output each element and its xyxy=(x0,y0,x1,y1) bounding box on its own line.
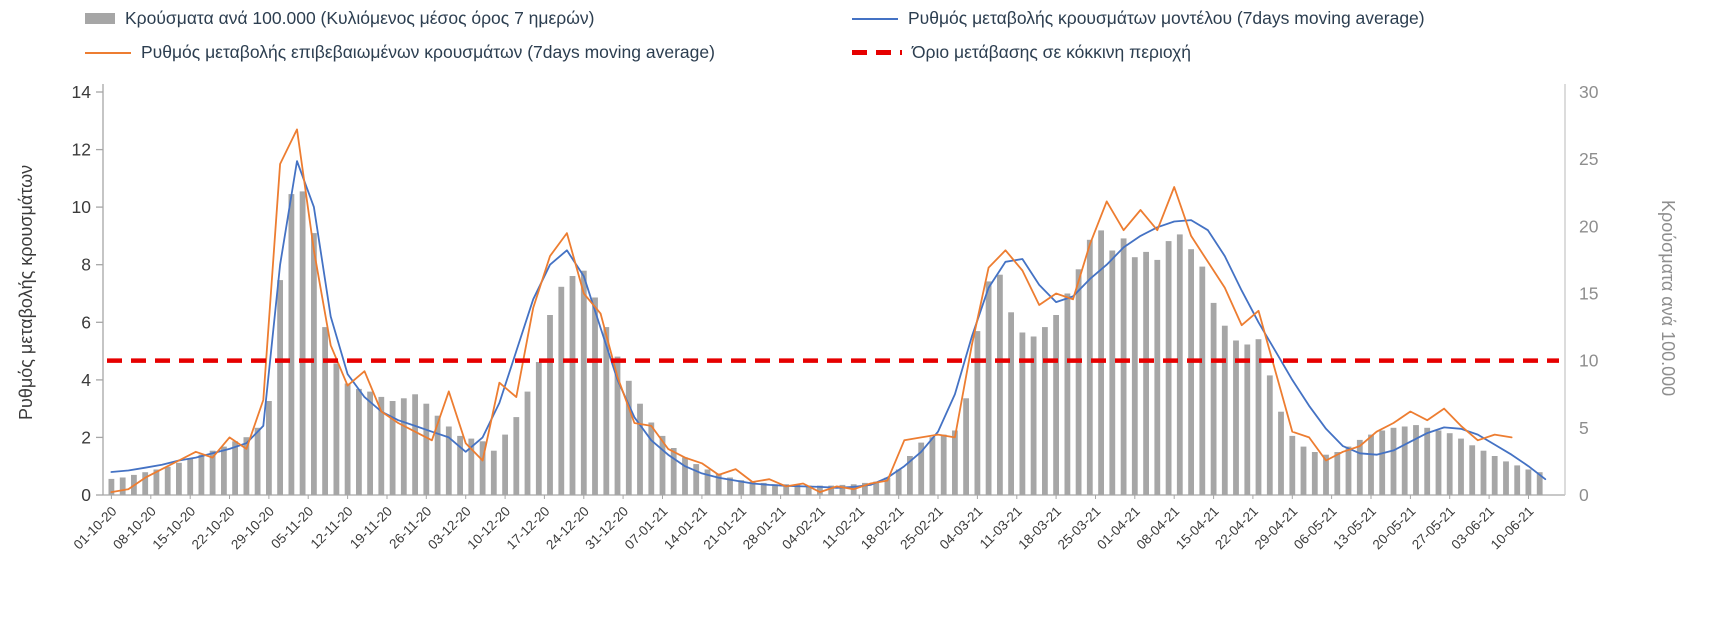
svg-text:8: 8 xyxy=(81,255,91,275)
svg-text:04-03-21: 04-03-21 xyxy=(937,504,986,553)
svg-text:0: 0 xyxy=(81,485,91,505)
blue-line-swatch-icon xyxy=(852,17,898,20)
legend-item-confirmed-rate: Ρυθμός μεταβολής επιβεβαιωμένων κρουσμάτ… xyxy=(85,42,715,63)
svg-text:29-10-20: 29-10-20 xyxy=(228,504,277,553)
svg-text:10: 10 xyxy=(1579,351,1599,371)
svg-text:04-02-21: 04-02-21 xyxy=(779,504,828,553)
svg-text:2: 2 xyxy=(81,427,91,447)
legend-item-cases-per-100k: Κρούσματα ανά 100.000 (Κυλιόμενος μέσος … xyxy=(85,8,594,29)
gray-bar-swatch-icon xyxy=(85,13,115,24)
legend-label-confirmed-rate: Ρυθμός μεταβολής επιβεβαιωμένων κρουσμάτ… xyxy=(141,42,715,62)
red-dashed-swatch-icon xyxy=(852,50,902,55)
svg-text:10-06-21: 10-06-21 xyxy=(1488,504,1537,553)
svg-text:12-11-20: 12-11-20 xyxy=(308,504,356,552)
orange-line-swatch-icon xyxy=(85,51,131,54)
legend-item-model-rate: Ρυθμός μεταβολής κρουσμάτων μοντέλου (7d… xyxy=(852,8,1425,29)
svg-text:20: 20 xyxy=(1579,216,1599,236)
legend-label-red-zone-threshold: Όριο μετάβασης σε κόκκινη περιοχή xyxy=(912,42,1192,62)
svg-text:10: 10 xyxy=(72,197,92,217)
legend-item-red-zone-threshold: Όριο μετάβασης σε κόκκινη περιοχή xyxy=(852,42,1191,63)
svg-text:19-11-20: 19-11-20 xyxy=(347,504,395,552)
svg-text:05-11-20: 05-11-20 xyxy=(268,504,316,552)
legend-label-cases-per-100k: Κρούσματα ανά 100.000 (Κυλιόμενος μέσος … xyxy=(125,8,595,28)
svg-text:5: 5 xyxy=(1579,418,1589,438)
legend-label-model-rate: Ρυθμός μεταβολής κρουσμάτων μοντέλου (7d… xyxy=(908,8,1425,28)
svg-text:12: 12 xyxy=(72,140,91,160)
svg-text:4: 4 xyxy=(81,370,91,390)
svg-text:15: 15 xyxy=(1579,284,1598,304)
svg-text:14: 14 xyxy=(72,82,92,102)
svg-text:0: 0 xyxy=(1579,485,1589,505)
svg-text:30: 30 xyxy=(1579,82,1599,102)
svg-text:25: 25 xyxy=(1579,149,1598,169)
svg-text:6: 6 xyxy=(81,312,91,332)
